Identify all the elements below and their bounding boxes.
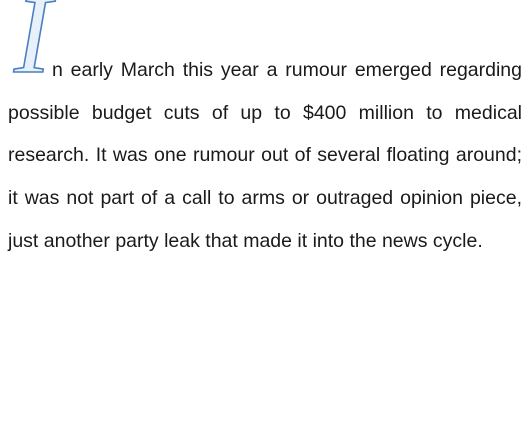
page: I n early March this year a rumour emerg… <box>0 0 532 421</box>
paragraph-text: n early March this year a rumour emerged… <box>8 49 522 263</box>
